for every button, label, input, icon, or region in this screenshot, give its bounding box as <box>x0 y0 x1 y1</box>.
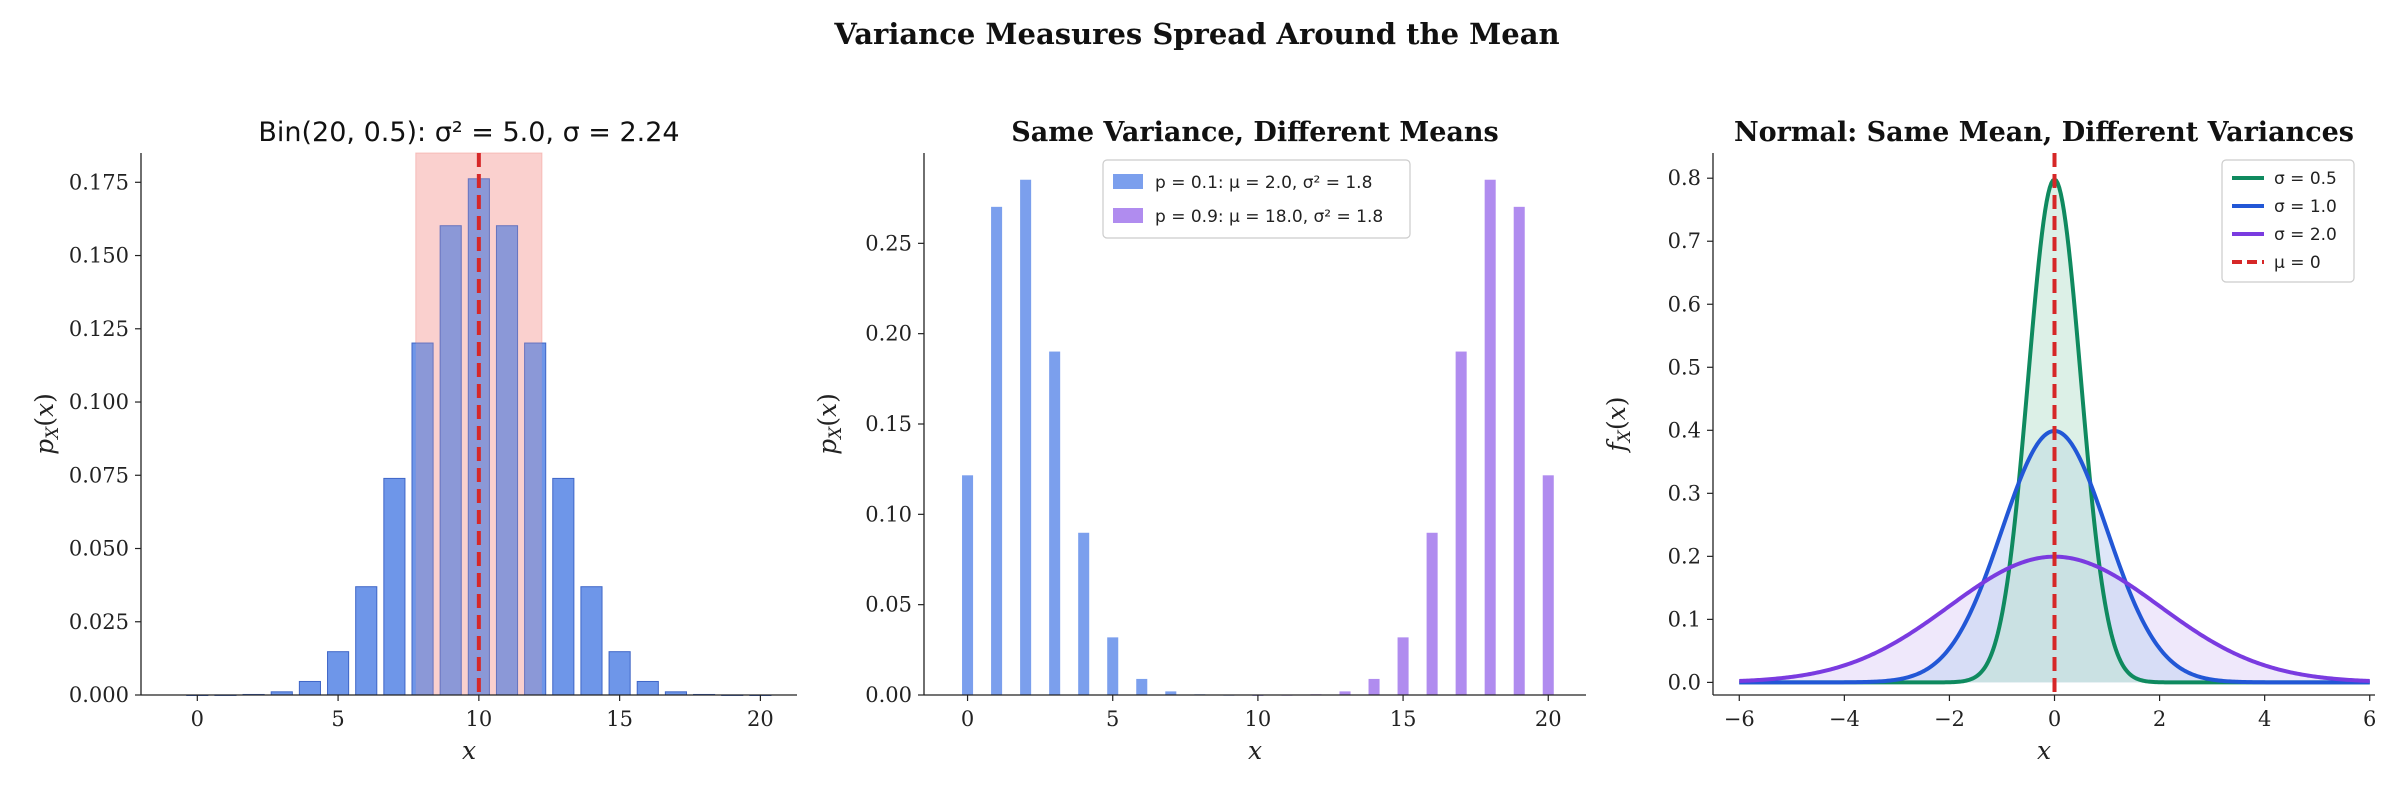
x-tick-label: 5 <box>1106 707 1119 731</box>
x-tick-label: 20 <box>1535 707 1562 731</box>
panel-normal: Normal: Same Mean, Different Variances −6… <box>1602 117 2376 765</box>
y-tick-label: 0.175 <box>69 170 129 194</box>
x-tick-label: 15 <box>1390 707 1417 731</box>
legend-swatch <box>1113 208 1143 223</box>
panel-title: Same Variance, Different Means <box>1011 117 1498 148</box>
bar <box>608 651 631 696</box>
bar <box>383 477 406 696</box>
legend-label: σ = 2.0 <box>2274 225 2337 245</box>
legend-label: σ = 1.0 <box>2274 197 2337 217</box>
y-tick-label: 0.050 <box>69 537 129 561</box>
x-tick-label: 4 <box>2258 707 2271 731</box>
x-axis-label: x <box>2037 736 2051 765</box>
legend-label: p = 0.9: μ = 18.0, σ² = 1.8 <box>1155 207 1383 227</box>
x-tick-label: 0 <box>961 707 974 731</box>
y-tick-label: 0.15 <box>865 412 912 436</box>
x-axis-label: x <box>1248 736 1262 765</box>
legend-swatch <box>1113 174 1143 189</box>
bar-p01 <box>1020 179 1032 696</box>
x-tick-label: 6 <box>2363 707 2376 731</box>
y-tick-label: 0.2 <box>1668 544 1701 568</box>
y-tick-label: 0.0 <box>1668 670 1701 694</box>
y-tick-label: 0.125 <box>69 317 129 341</box>
x-tick-label: 15 <box>606 707 633 731</box>
bar-p09 <box>1542 475 1554 695</box>
bar-p09 <box>1426 532 1438 695</box>
y-axis-label: pX(x) <box>813 393 846 455</box>
bar-p01 <box>1136 678 1148 695</box>
bar-p01 <box>1107 637 1119 695</box>
y-tick-label: 0.025 <box>69 610 129 634</box>
bar-p01 <box>1078 532 1090 695</box>
y-tick-label: 0.5 <box>1668 355 1701 379</box>
y-tick-label: 0.075 <box>69 463 129 487</box>
x-tick-label: 20 <box>747 707 774 731</box>
x-tick-label: −4 <box>1829 707 1860 731</box>
y-axis-label: pX(x) <box>30 393 63 455</box>
y-tick-label: 0.20 <box>865 322 912 346</box>
figure-title: Variance Measures Spread Around the Mean <box>833 17 1559 51</box>
bar-p09 <box>1368 678 1380 695</box>
x-tick-label: 0 <box>2048 707 2061 731</box>
y-tick-label: 0.25 <box>865 231 912 255</box>
y-tick-label: 0.100 <box>69 390 129 414</box>
legend-box <box>2221 159 2355 283</box>
panel-binomial: Bin(20, 0.5): σ² = 5.0, σ = 2.24 0 5 10 15 20… <box>30 117 797 765</box>
x-tick-label: 2 <box>2153 707 2166 731</box>
x-tick-label: 10 <box>1245 707 1272 731</box>
panel-title: Normal: Same Mean, Different Variances <box>1734 117 2354 148</box>
bar-p09 <box>1455 351 1467 695</box>
x-tick-label: 0 <box>191 707 204 731</box>
y-tick-label: 0.1 <box>1668 607 1701 631</box>
y-tick-label: 0.000 <box>69 683 129 707</box>
y-tick-label: 0.8 <box>1668 166 1701 190</box>
bar-p01 <box>1049 351 1061 695</box>
y-tick-label: 0.150 <box>69 244 129 268</box>
bar-p01 <box>962 475 974 695</box>
bar-p01 <box>1165 691 1177 695</box>
y-tick-label: 0.3 <box>1668 481 1701 505</box>
bar-p01 <box>991 206 1003 695</box>
bar <box>580 586 603 696</box>
bar-p09 <box>1484 179 1496 696</box>
x-tick-label: 5 <box>331 707 344 731</box>
legend-label: p = 0.1: μ = 2.0, σ² = 1.8 <box>1155 173 1372 193</box>
panel-title: Bin(20, 0.5): σ² = 5.0, σ = 2.24 <box>258 117 679 148</box>
legend-box <box>1102 159 1411 239</box>
y-tick-label: 0.6 <box>1668 292 1701 316</box>
y-tick-label: 0.10 <box>865 502 912 526</box>
bar <box>298 680 321 696</box>
panel-same-variance: Same Variance, Different Means 0 5 10 15 20 0.… <box>813 117 1586 765</box>
y-tick-label: 0.00 <box>865 683 912 707</box>
bar-p09 <box>1513 206 1525 695</box>
y-tick-label: 0.7 <box>1668 229 1701 253</box>
std-dev-band-overlay <box>415 153 542 695</box>
legend-label: μ = 0 <box>2274 253 2321 273</box>
x-axis-label: x <box>462 736 476 765</box>
y-axis-label: fX(x) <box>1602 396 1635 453</box>
x-tick-label: 10 <box>465 707 492 731</box>
bar <box>636 680 659 696</box>
bar <box>552 477 575 696</box>
bar-p09 <box>1397 637 1409 695</box>
bar <box>355 586 378 696</box>
bar-p09 <box>1339 691 1351 695</box>
x-tick-label: −6 <box>1724 707 1755 731</box>
y-tick-label: 0.05 <box>865 593 912 617</box>
legend-label: σ = 0.5 <box>2274 169 2337 189</box>
y-tick-label: 0.4 <box>1668 418 1701 442</box>
bar <box>327 651 350 696</box>
x-tick-label: −2 <box>1934 707 1965 731</box>
